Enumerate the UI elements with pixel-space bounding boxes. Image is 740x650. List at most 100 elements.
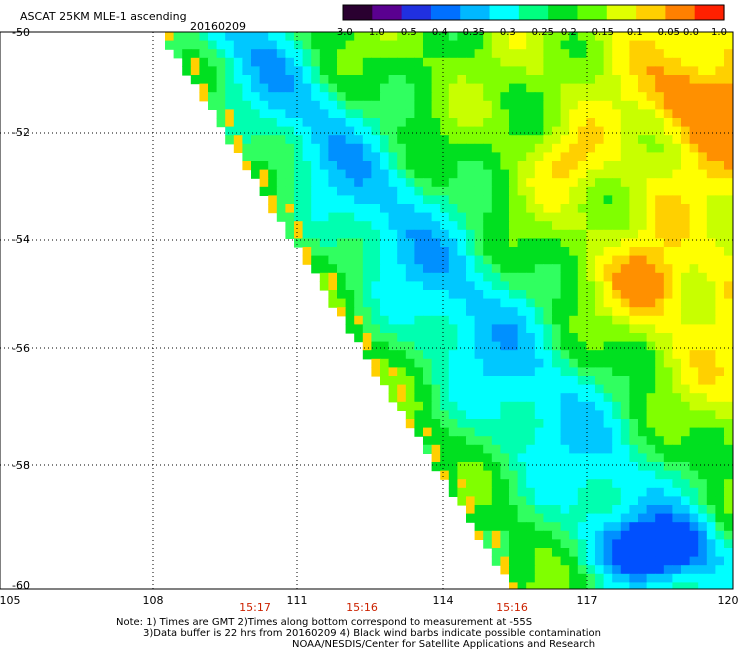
mle-cell: [448, 384, 458, 394]
mle-cell: [560, 505, 570, 515]
mle-cell: [526, 290, 536, 300]
mle-cell: [646, 522, 656, 532]
mle-cell: [371, 126, 381, 136]
mle-cell: [655, 419, 665, 429]
mle-cell: [440, 281, 450, 291]
mle-cell: [466, 169, 476, 179]
mle-cell: [285, 40, 295, 50]
mle-cell: [457, 178, 467, 188]
mle-cell: [319, 126, 329, 136]
mle-cell: [474, 522, 484, 532]
mle-cell: [397, 66, 407, 76]
mle-cell: [311, 126, 321, 136]
mle-cell: [543, 221, 553, 231]
mle-cell: [715, 513, 725, 523]
mle-cell: [560, 384, 570, 394]
mle-cell: [681, 290, 691, 300]
mle-cell: [612, 513, 622, 523]
mle-cell: [724, 573, 733, 583]
colorbar-swatch: [694, 5, 725, 20]
mle-cell: [380, 315, 390, 325]
mle-cell: [474, 427, 484, 437]
mle-cell: [595, 135, 605, 145]
mle-cell: [534, 522, 544, 532]
mle-cell: [276, 178, 286, 188]
mle-cell: [629, 92, 639, 102]
mle-cell: [302, 57, 312, 67]
mle-cell: [242, 32, 252, 42]
mle-cell: [646, 40, 656, 50]
mle-cell: [569, 264, 579, 274]
mle-cell: [414, 212, 424, 222]
mle-cell: [397, 238, 407, 248]
mle-cell: [423, 118, 433, 128]
mle-cell: [319, 135, 329, 145]
mle-cell: [345, 178, 355, 188]
mle-cell: [405, 410, 415, 420]
mle-cell: [474, 100, 484, 110]
mle-cell: [500, 410, 510, 420]
mle-cell: [638, 195, 648, 205]
mle-cell: [595, 367, 605, 377]
mle-cell: [354, 333, 364, 343]
mle-cell: [423, 135, 433, 145]
mle-cell: [285, 152, 295, 162]
mle-cell: [354, 32, 364, 42]
mle-cell: [483, 229, 493, 239]
mle-cell: [397, 315, 407, 325]
colorbar-label: -0.2: [557, 27, 577, 38]
mle-cell: [612, 444, 622, 454]
mle-cell: [552, 229, 562, 239]
mle-cell: [423, 83, 433, 93]
mle-cell: [698, 505, 708, 515]
mle-cell: [595, 333, 605, 343]
mle-cell: [603, 118, 613, 128]
mle-cell: [466, 324, 476, 334]
mle-cell: [577, 470, 587, 480]
mle-cell: [595, 161, 605, 171]
mle-cell: [620, 522, 630, 532]
mle-cell: [526, 83, 536, 93]
mle-cell: [474, 315, 484, 325]
mle-cell: [491, 57, 501, 67]
mle-cell: [595, 530, 605, 540]
mle-cell: [509, 462, 519, 472]
mle-cell: [552, 350, 562, 360]
mle-cell: [491, 444, 501, 454]
mle-cell: [560, 57, 570, 67]
mle-cell: [620, 40, 630, 50]
mle-cell: [397, 350, 407, 360]
mle-cell: [612, 57, 622, 67]
mle-cell: [543, 109, 553, 119]
mle-cell: [698, 83, 708, 93]
mle-cell: [251, 135, 261, 145]
mle-cell: [646, 109, 656, 119]
mle-cell: [724, 462, 733, 472]
mle-cell: [517, 57, 527, 67]
mle-cell: [509, 522, 519, 532]
mle-cell: [586, 573, 596, 583]
mle-cell: [681, 281, 691, 291]
mle-cell: [629, 487, 639, 497]
mle-cell: [689, 57, 699, 67]
mle-cell: [681, 341, 691, 351]
mle-cell: [706, 100, 716, 110]
mle-cell: [509, 178, 519, 188]
mle-cell: [362, 135, 372, 145]
mle-cell: [560, 161, 570, 171]
mle-cell: [724, 100, 733, 110]
mle-cell: [500, 324, 510, 334]
mle-cell: [440, 453, 450, 463]
mle-cell: [646, 126, 656, 136]
mle-cell: [681, 255, 691, 265]
mle-cell: [491, 419, 501, 429]
mle-cell: [629, 126, 639, 136]
mle-cell: [689, 161, 699, 171]
mle-cell: [431, 92, 441, 102]
mle-cell: [706, 204, 716, 214]
mle-cell: [638, 401, 648, 411]
mle-cell: [448, 75, 458, 85]
mle-cell: [543, 341, 553, 351]
mle-cell: [603, 212, 613, 222]
mle-cell: [397, 376, 407, 386]
